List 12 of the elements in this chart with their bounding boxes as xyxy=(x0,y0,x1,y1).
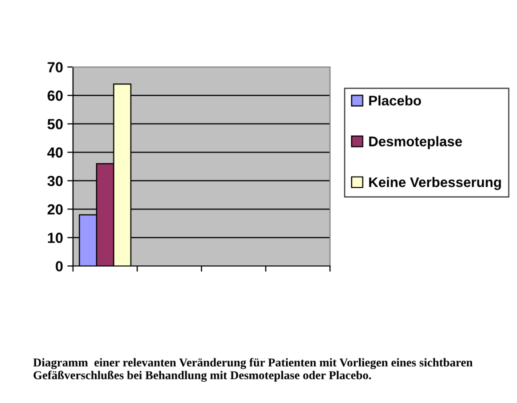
y-tick-label: 60 xyxy=(48,90,63,101)
y-tick-label: 30 xyxy=(47,176,63,186)
y-tick-label: 20 xyxy=(48,204,63,215)
y-tick-label: 10 xyxy=(48,232,63,243)
y-tick-label: 70 xyxy=(48,62,63,72)
y-tick-label: 50 xyxy=(48,118,63,130)
legend-label: Placebo xyxy=(369,95,421,106)
legend-label: Desmoteplase xyxy=(369,136,462,150)
y-tick-label: 0 xyxy=(56,261,63,272)
legend-label: Keine Verbesserung xyxy=(369,176,501,190)
text: Diagramm einer relevanten Veränderung für Patienten mit Vorliegen eines sichtbaren Gefäßverschlußes bei Behandlung mit Desmoteplase oder Placebo. xyxy=(33,358,473,382)
y-tick-label: 40 xyxy=(47,147,63,158)
